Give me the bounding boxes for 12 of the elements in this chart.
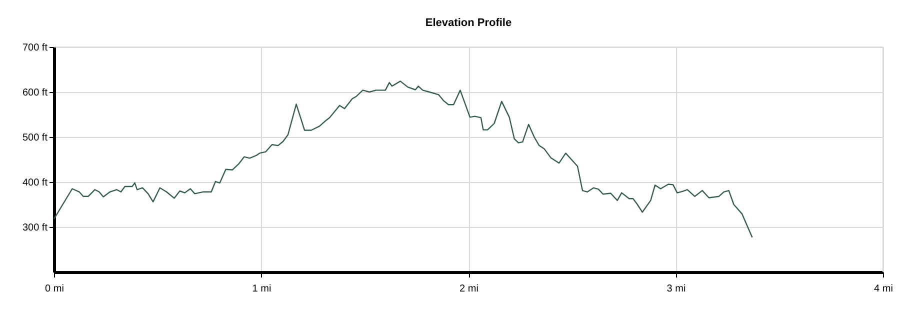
x-tick-label: 1 mi [252, 284, 272, 294]
y-tick-label: 700 ft [22, 42, 48, 54]
x-tick-label: 2 mi [460, 284, 478, 294]
x-tick-label: 3 mi [666, 284, 686, 294]
y-tick-label: 500 ft [22, 132, 48, 144]
x-tick-label: 0 mi [45, 284, 64, 294]
line-series [53, 80, 753, 238]
x-tick-label: 4 mi [874, 284, 893, 294]
y-tick-label: 600 ft [22, 88, 48, 98]
chart-title: Elevation Profile [425, 17, 512, 29]
y-tick-label: 400 ft [22, 178, 48, 188]
y-tick-label: 300 ft [22, 222, 48, 234]
